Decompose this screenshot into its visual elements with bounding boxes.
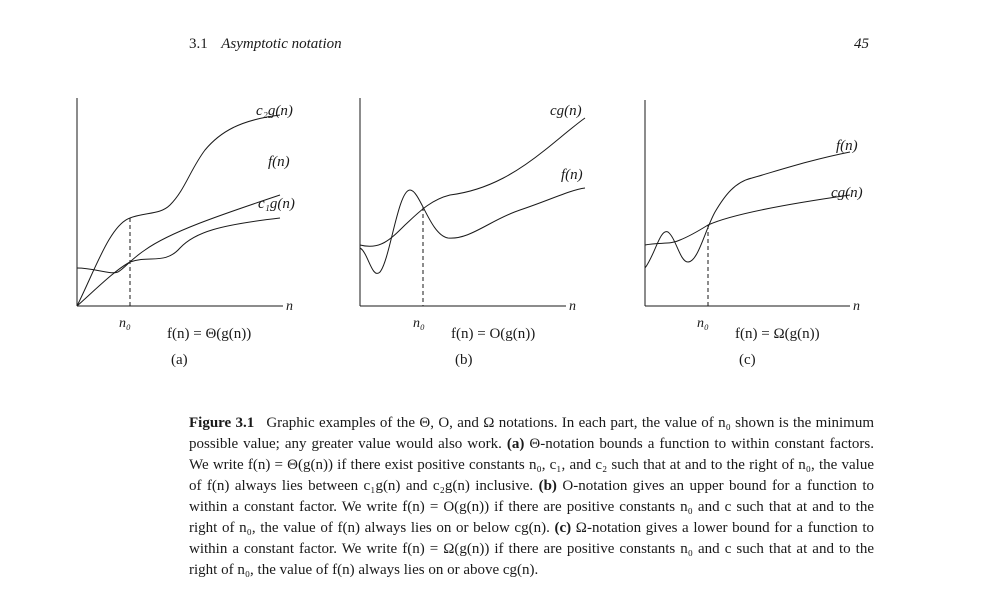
n0-label: n₀ — [697, 316, 709, 331]
label-cg: cg(n) — [550, 103, 582, 119]
curve-f — [359, 187, 586, 274]
n0-label: n₀ — [413, 316, 425, 331]
n0-label: n₀ — [119, 316, 131, 331]
x-axis-label: n — [853, 299, 860, 314]
x-axis-label: n — [286, 299, 293, 314]
panel-a — [76, 98, 283, 307]
panel-label: (b) — [455, 352, 473, 368]
curve-cg — [644, 194, 851, 246]
caption-part-b-text: O-notation gives an upper bound for a fu… — [189, 478, 875, 536]
panel-a-labels: c₂g(n) f(n) c₁g(n) n n₀ f(n) = Θ(g(n)) (… — [119, 103, 295, 368]
label-c2g: c₂g(n) — [256, 103, 293, 119]
label-c1g: c₁g(n) — [258, 196, 295, 212]
label-f: f(n) — [836, 138, 858, 154]
running-head: 3.1 Asymptotic notation — [189, 36, 342, 53]
panel-c-labels: f(n) cg(n) n n₀ f(n) = Ω(g(n)) (c) — [697, 138, 863, 368]
caption-intro: Graphic examples of the Θ, O, and Ω nota… — [189, 415, 875, 452]
caption-part-b-label: (b) — [538, 478, 557, 494]
panel-b-labels: cg(n) f(n) n n₀ f(n) = O(g(n)) (b) — [413, 103, 583, 368]
curve-c1g — [76, 217, 281, 307]
section-title: Asymptotic notation — [221, 36, 342, 52]
caption-part-a-text: Θ-notation bounds a function to within c… — [189, 436, 874, 494]
curve-f — [644, 151, 851, 269]
panel-b — [359, 98, 586, 307]
panel-label: (c) — [739, 352, 756, 368]
section-number: 3.1 — [189, 36, 208, 52]
figure-3-1: c₂g(n) f(n) c₁g(n) n n₀ f(n) = Θ(g(n)) (… — [76, 98, 863, 368]
figure-caption: Figure 3.1 Graphic examples of the Θ, O, … — [189, 413, 874, 581]
panel-label: (a) — [171, 352, 188, 368]
curve-c2g — [76, 114, 281, 307]
formula: f(n) = O(g(n)) — [451, 326, 535, 342]
x-axis-label: n — [569, 299, 576, 314]
formula: f(n) = Θ(g(n)) — [167, 326, 251, 342]
caption-part-a-label: (a) — [506, 436, 525, 452]
page-number: 45 — [854, 36, 869, 52]
caption-part-c-text: Ω-notation gives a lower bound for a fun… — [189, 520, 875, 578]
label-f: f(n) — [561, 167, 583, 183]
formula: f(n) = Ω(g(n)) — [735, 326, 820, 342]
label-cg: cg(n) — [831, 185, 863, 201]
curve-f — [76, 194, 281, 274]
caption-label: Figure 3.1 — [189, 415, 255, 431]
label-f: f(n) — [268, 154, 290, 170]
curve-cg — [359, 117, 586, 247]
panel-c — [644, 100, 851, 307]
caption-part-c-label: (c) — [554, 520, 572, 536]
